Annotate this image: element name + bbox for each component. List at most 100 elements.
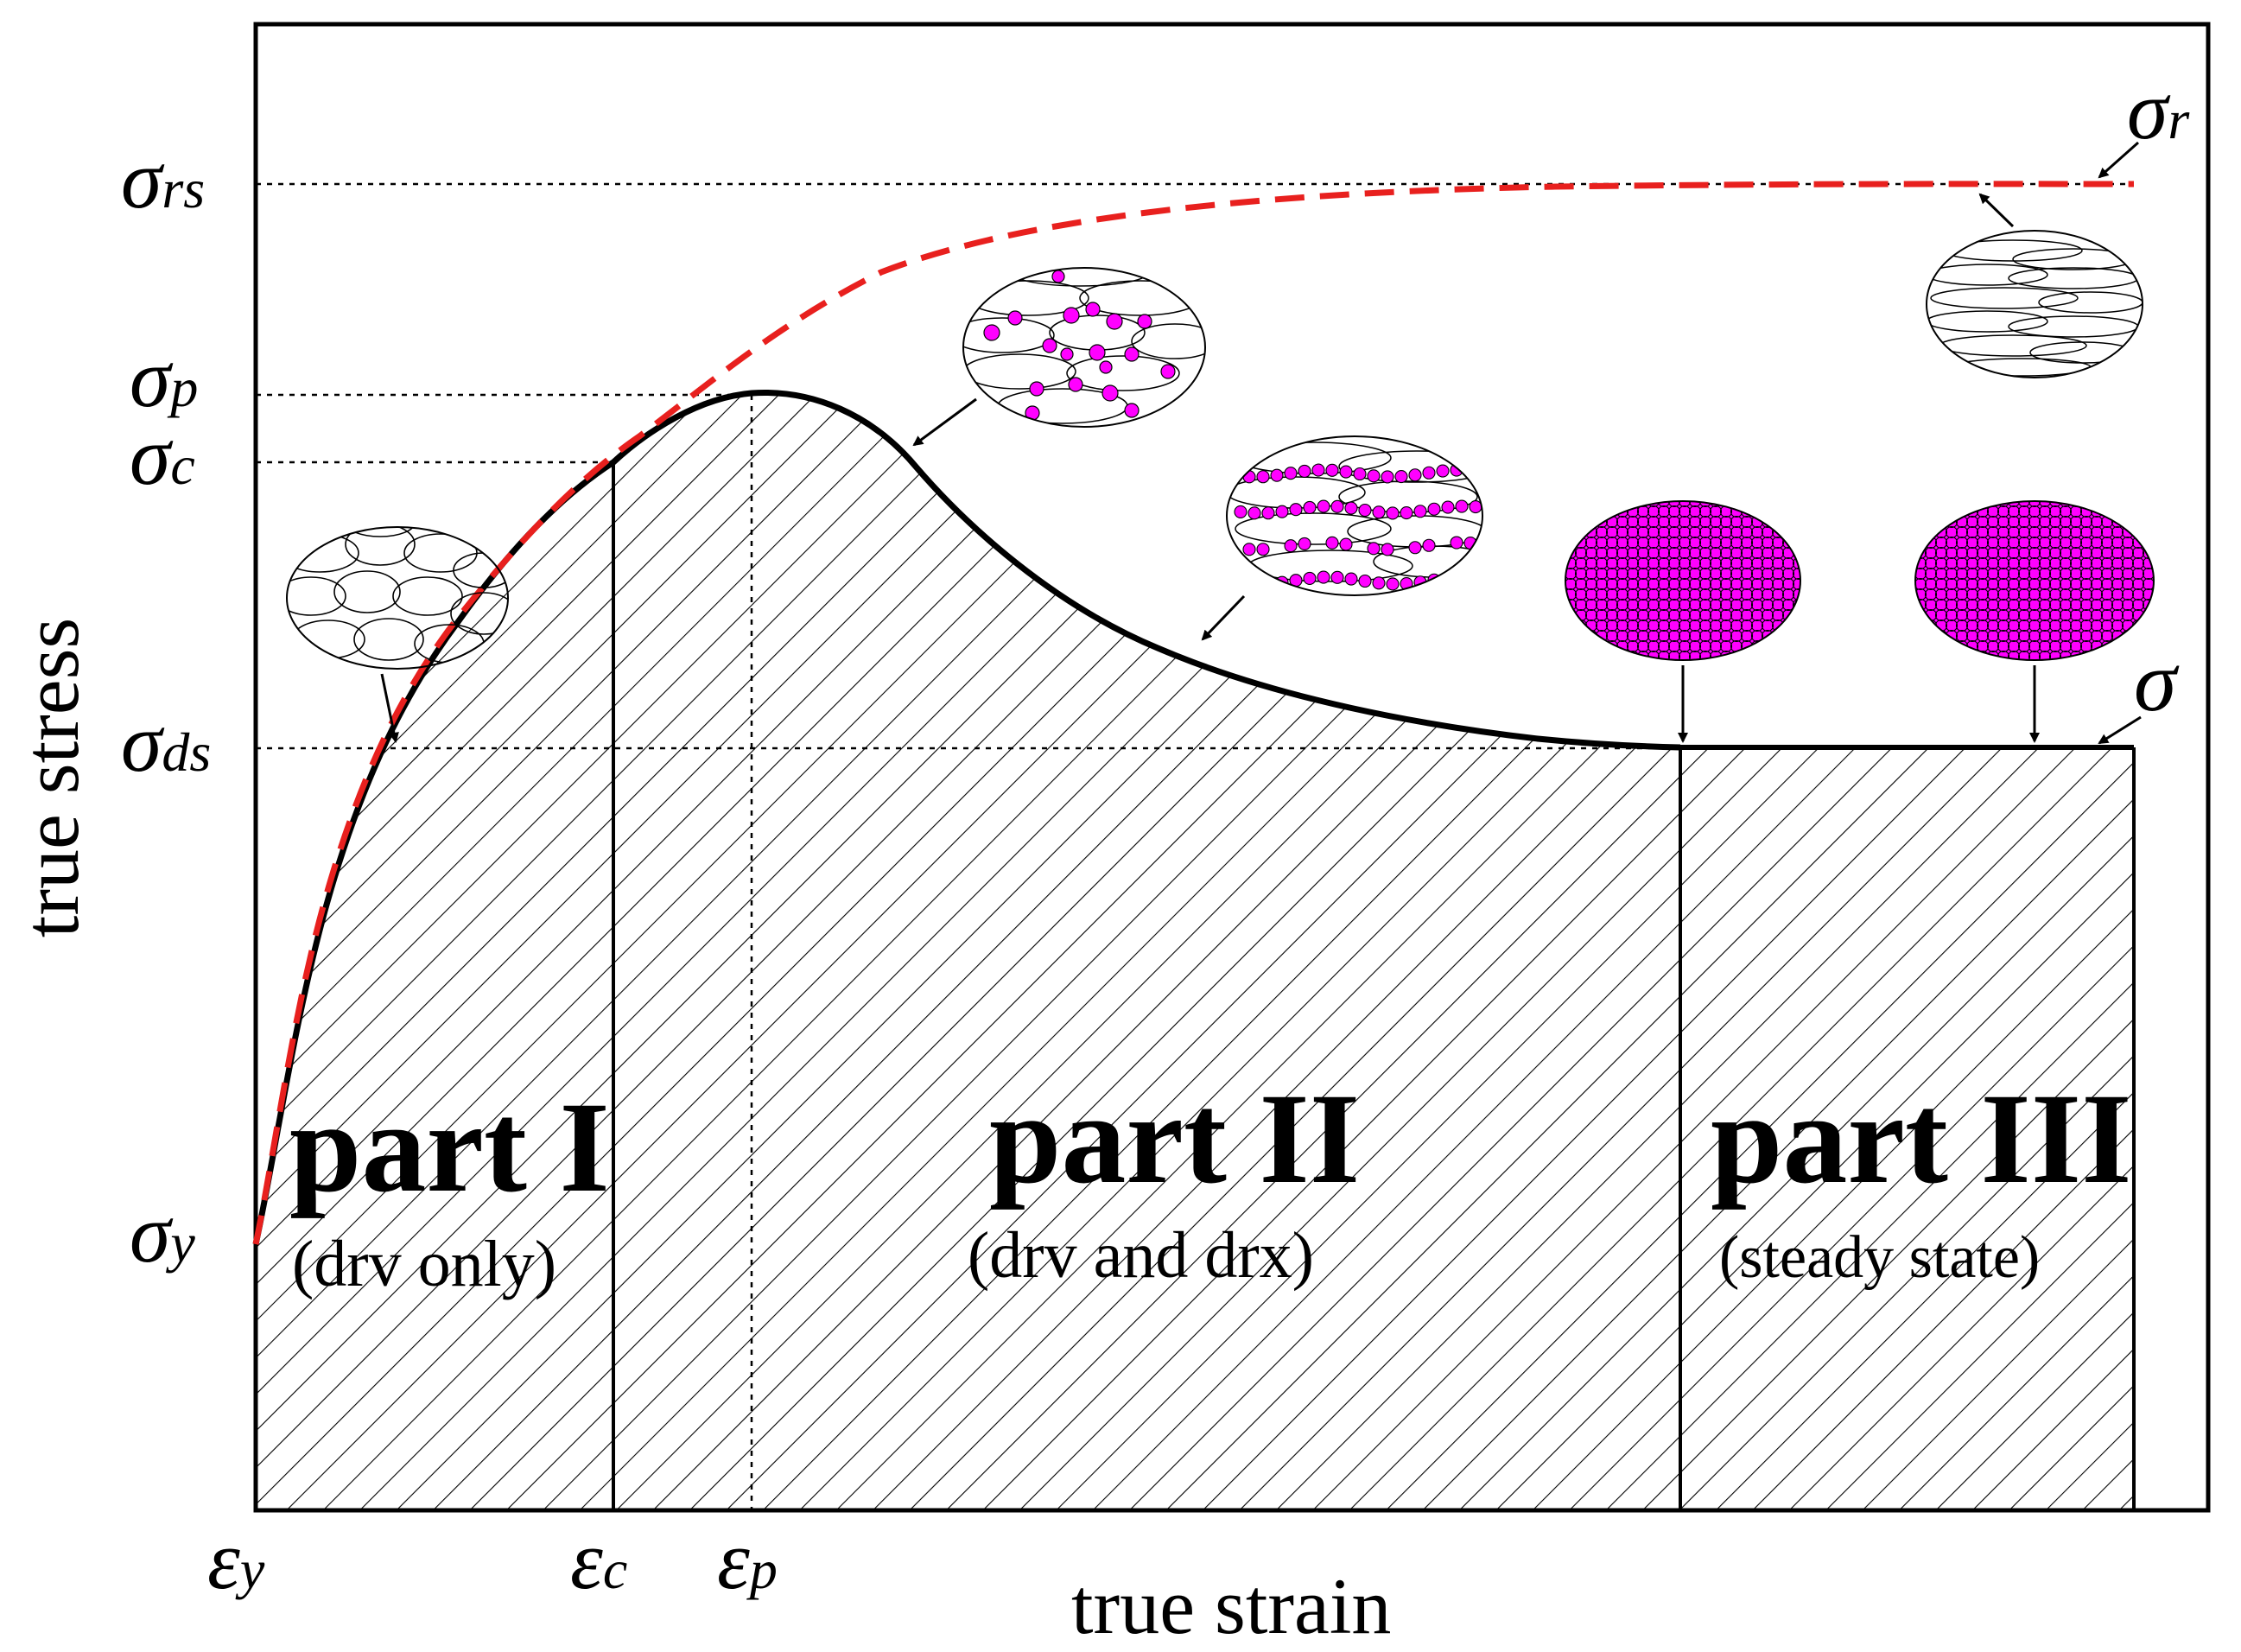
fine-grain	[1771, 505, 1785, 518]
fine-grain	[2079, 588, 2093, 601]
fine-grain	[2007, 536, 2021, 550]
fine-grain	[1924, 577, 1938, 591]
fine-grain	[2142, 588, 2154, 601]
fine-grain	[1792, 501, 1800, 508]
fine-grain	[2059, 619, 2073, 632]
fine-grain	[1595, 501, 1609, 508]
fine-grain	[1719, 619, 1733, 632]
fine-grain	[1678, 619, 1692, 632]
fine-grain	[1595, 556, 1609, 570]
fine-grain	[1605, 619, 1619, 632]
fine-grain	[2090, 619, 2104, 632]
flow-stress-curve	[252, 389, 1681, 1245]
fine-grain	[2028, 501, 2041, 508]
fine-grain	[2111, 588, 2124, 601]
fine-grain	[2152, 546, 2154, 560]
drx-grain	[1256, 470, 1270, 484]
fine-grain	[1771, 577, 1785, 591]
fine-grain	[1688, 536, 1702, 550]
fine-grain	[2131, 515, 2145, 529]
fine-grain	[1965, 650, 1979, 660]
fine-grain	[1565, 577, 1578, 591]
fine-grain	[1657, 556, 1671, 570]
fine-grain	[1616, 567, 1629, 581]
fine-grain	[1565, 639, 1578, 653]
fine-grain	[2142, 515, 2154, 529]
fine-grain	[1965, 536, 1979, 550]
fine-grain	[2007, 608, 2021, 622]
fine-grain	[1709, 588, 1723, 601]
fine-grain	[1657, 536, 1671, 550]
fine-grain	[2028, 619, 2041, 632]
fine-grain	[1771, 639, 1785, 653]
fine-grain	[1678, 536, 1692, 550]
fine-grain	[2048, 619, 2062, 632]
fine-grain	[1730, 598, 1743, 612]
fine-grain	[1626, 556, 1640, 570]
drx-grain	[1275, 505, 1289, 518]
fine-grain	[2017, 629, 2031, 643]
fine-grain	[1698, 639, 1712, 653]
fine-grain	[2028, 505, 2041, 518]
drx-grain	[1339, 537, 1353, 551]
fine-grain	[1667, 536, 1681, 550]
fine-grain	[2121, 639, 2135, 653]
fine-grain	[1626, 567, 1640, 581]
fine-grain	[2100, 556, 2114, 570]
fine-grain	[1771, 515, 1785, 529]
fine-grain	[1730, 556, 1743, 570]
fine-grain	[1976, 588, 1990, 601]
fine-grain	[1626, 629, 1640, 643]
fine-grain	[2048, 525, 2062, 539]
fine-grain	[1976, 536, 1990, 550]
fine-grain	[1945, 598, 1958, 612]
fine-grain	[1616, 598, 1629, 612]
drx-grain	[1330, 570, 1344, 584]
fine-grain	[1750, 546, 1764, 560]
fine-grain	[1688, 515, 1702, 529]
fine-grain	[1915, 619, 1927, 632]
fine-grain	[1965, 501, 1979, 508]
fine-grain	[1750, 608, 1764, 622]
drx-grain	[1325, 463, 1339, 477]
fine-grain	[2090, 546, 2104, 560]
fine-grain	[1915, 501, 1927, 508]
fine-grain	[1934, 639, 1948, 653]
drx-grain	[1427, 502, 1441, 516]
fine-grain	[1667, 567, 1681, 581]
fine-grain	[1771, 588, 1785, 601]
fine-grain	[1626, 546, 1640, 560]
fine-grain	[1678, 546, 1692, 560]
fine-grain	[1647, 629, 1660, 643]
fine-grain	[2121, 608, 2135, 622]
fine-grain	[1565, 619, 1578, 632]
fine-grain	[1934, 598, 1948, 612]
drx-grain	[1247, 506, 1261, 520]
fine-grain	[1945, 608, 1958, 622]
fine-grain	[2007, 619, 2021, 632]
fine-grain	[1924, 546, 1938, 560]
fine-grain	[1771, 556, 1785, 570]
fine-grain	[1924, 588, 1938, 601]
fine-grain	[2028, 598, 2041, 612]
fine-grain	[1915, 505, 1927, 518]
fine-grain	[1750, 619, 1764, 632]
fine-grain	[2121, 567, 2135, 581]
fine-grain	[1945, 536, 1958, 550]
fine-grain	[2028, 525, 2041, 539]
fine-grain	[1667, 650, 1681, 660]
fine-grain	[2069, 556, 2083, 570]
fine-grain	[2079, 598, 2093, 612]
fine-grain	[1636, 639, 1650, 653]
fine-grain	[1986, 639, 2000, 653]
microstructure-full-drx-2	[1914, 500, 2155, 661]
fine-grain	[2090, 598, 2104, 612]
fine-grain	[1636, 536, 1650, 550]
fine-grain	[2059, 629, 2073, 643]
fine-grain	[2100, 619, 2114, 632]
fine-grain	[1678, 567, 1692, 581]
fine-grain	[1934, 650, 1948, 660]
fine-grain	[1750, 505, 1764, 518]
fine-grain	[2131, 556, 2145, 570]
fine-grain	[1647, 525, 1660, 539]
